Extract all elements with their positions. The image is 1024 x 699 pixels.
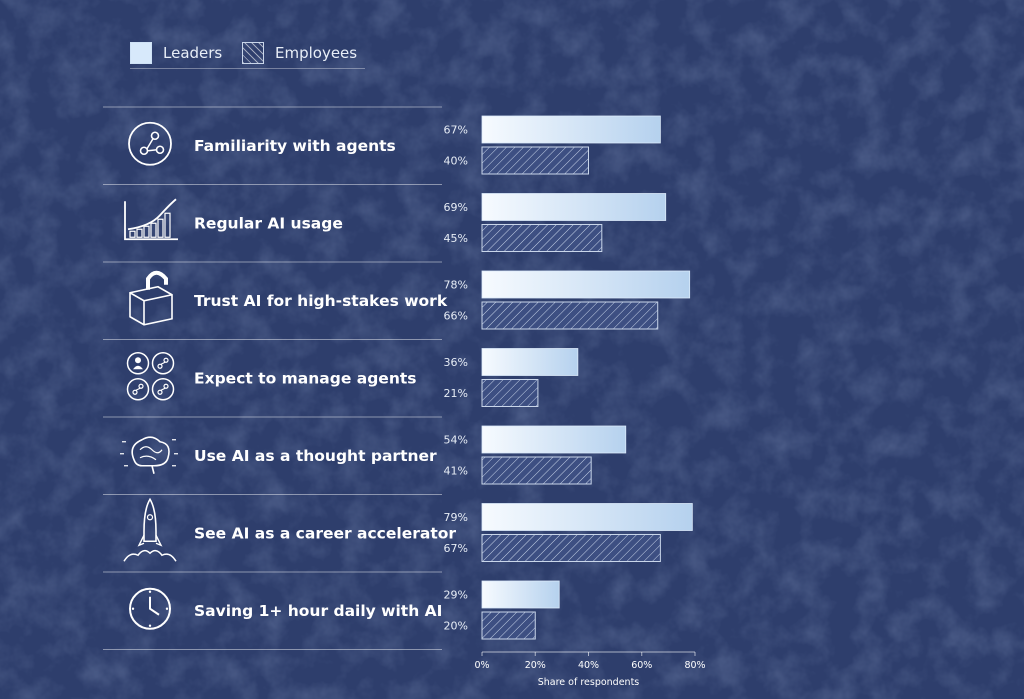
category-label: Regular AI usage [194,214,343,232]
bar-employees [481,456,592,485]
bar-leaders [481,193,667,221]
growth-chart-icon [124,198,178,241]
category-label: Trust AI for high-stakes work [194,292,448,310]
x-tick-label: 80% [684,660,705,671]
category-label: Use AI as a thought partner [194,447,437,465]
value-label-employees: 67% [444,542,468,555]
bar-leaders [481,348,579,376]
rocket-icon [123,497,177,562]
x-tick-label: 60% [631,660,652,671]
bar-leaders [481,503,693,531]
bar-leaders [481,115,661,144]
legend-item-employees: Employees [242,42,357,64]
clock-icon [129,587,171,630]
value-label-employees: 41% [444,465,468,478]
bar-employees [481,611,536,640]
value-label-leaders: 54% [444,434,468,447]
value-label-employees: 20% [444,620,468,633]
bar-leaders [481,270,691,299]
value-label-leaders: 67% [444,124,468,137]
bar-leaders [481,580,560,609]
category-label: Saving 1+ hour daily with AI [194,602,442,620]
bar-employees [481,379,539,407]
legend: Leaders Employees [130,40,365,69]
brain-icon [120,436,178,474]
network-icon [128,121,172,166]
legend-label-employees: Employees [275,44,358,62]
value-label-employees: 66% [444,310,468,323]
bar-leaders [481,425,627,454]
x-tick-label: 0% [474,660,489,671]
value-label-leaders: 78% [444,279,468,292]
value-label-leaders: 36% [444,356,468,369]
value-label-leaders: 79% [444,511,468,524]
legend-item-leaders: Leaders [130,42,222,64]
bar-employees [481,224,603,252]
value-label-employees: 21% [444,387,468,400]
category-label: See AI as a career accelerator [194,524,456,542]
employees-swatch [242,42,264,64]
x-axis-title: Share of respondents [538,677,640,688]
value-label-leaders: 69% [444,201,468,214]
unlocked-box-icon [129,270,173,326]
value-label-employees: 45% [444,232,468,245]
bar-employees [481,146,589,175]
bar-employees [481,534,661,562]
category-label: Familiarity with agents [194,137,396,155]
value-label-leaders: 29% [444,589,468,602]
x-tick-label: 40% [578,660,599,671]
leaders-swatch [130,42,152,64]
bar-employees [481,301,659,330]
value-label-employees: 40% [444,155,468,168]
x-tick-label: 20% [525,660,546,671]
legend-label-leaders: Leaders [163,44,223,62]
category-label: Expect to manage agents [194,369,417,387]
people-agents-icon [126,352,175,401]
